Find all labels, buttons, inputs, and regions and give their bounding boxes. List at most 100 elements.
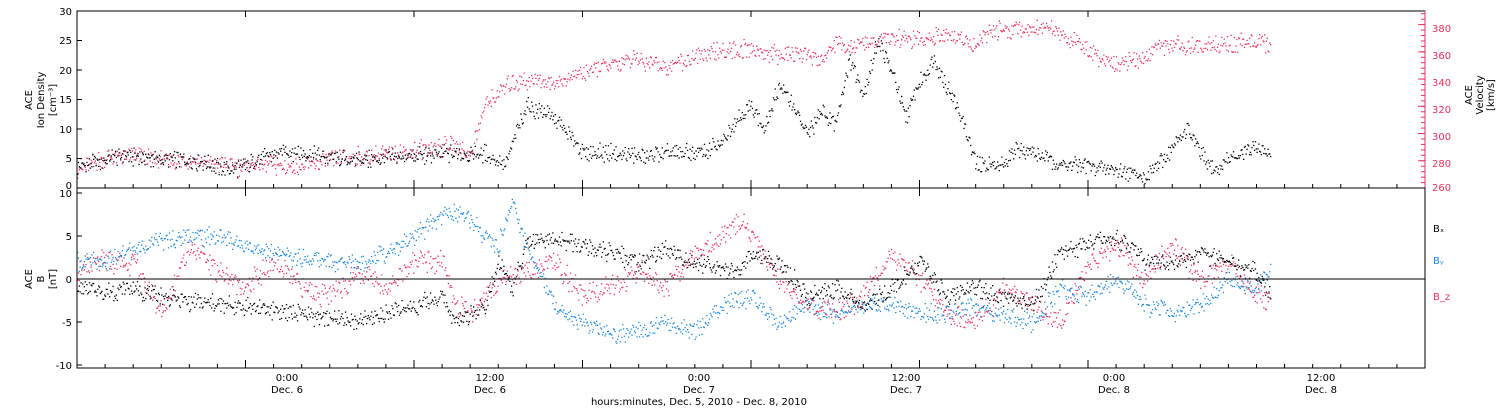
- data-point: [182, 257, 184, 259]
- data-point: [681, 272, 683, 274]
- data-point: [950, 39, 952, 42]
- data-point: [146, 163, 149, 165]
- data-point: [1181, 42, 1183, 44]
- data-point: [868, 81, 870, 83]
- data-point: [261, 273, 263, 275]
- data-point: [97, 159, 99, 161]
- data-point: [125, 155, 127, 157]
- data-point: [740, 227, 742, 229]
- data-point: [550, 291, 552, 293]
- data-point: [985, 170, 987, 172]
- data-point: [467, 160, 470, 162]
- data-point: [258, 282, 260, 285]
- data-point: [306, 289, 308, 292]
- data-point: [803, 50, 805, 52]
- data-point: [1018, 24, 1020, 26]
- data-point: [437, 144, 439, 146]
- data-point: [1137, 67, 1139, 69]
- data-point: [617, 338, 619, 341]
- data-point: [1223, 38, 1225, 40]
- data-point: [1267, 301, 1269, 303]
- data-point: [531, 77, 534, 80]
- data-point: [699, 248, 701, 250]
- data-point: [726, 227, 728, 229]
- data-point: [491, 89, 493, 91]
- data-point: [554, 268, 556, 271]
- data-point: [628, 153, 631, 155]
- data-point: [349, 280, 351, 282]
- data-point: [740, 45, 743, 47]
- data-point: [1221, 270, 1223, 272]
- data-point: [783, 57, 785, 59]
- data-point: [840, 104, 842, 106]
- data-point: [608, 63, 610, 66]
- data-point: [989, 309, 991, 311]
- data-point: [943, 75, 946, 77]
- data-point: [688, 258, 690, 260]
- data-point: [678, 157, 680, 159]
- data-point: [524, 232, 526, 234]
- top-right-tick-label: 300: [1432, 132, 1451, 143]
- data-point: [743, 38, 745, 41]
- data-point: [424, 149, 426, 151]
- data-point: [483, 238, 486, 240]
- data-point: [91, 161, 93, 163]
- data-point: [417, 228, 419, 230]
- data-point: [1068, 302, 1070, 304]
- data-point: [99, 168, 101, 171]
- data-point: [612, 59, 614, 61]
- data-point: [736, 231, 738, 233]
- data-point: [259, 158, 262, 161]
- data-point: [227, 283, 230, 285]
- data-point: [1045, 22, 1048, 25]
- data-point: [145, 153, 147, 155]
- data-point: [672, 147, 674, 149]
- data-point: [456, 208, 458, 210]
- data-point: [399, 151, 401, 153]
- data-point: [107, 255, 109, 257]
- data-point: [120, 256, 123, 258]
- data-point: [684, 152, 686, 155]
- data-point: [609, 332, 611, 334]
- data-point: [169, 239, 171, 241]
- data-point: [1129, 55, 1131, 57]
- data-point: [945, 28, 947, 31]
- data-point: [433, 258, 435, 260]
- data-point: [523, 272, 525, 274]
- data-point: [232, 172, 235, 174]
- data-point: [507, 158, 509, 161]
- data-point: [542, 270, 544, 272]
- data-point: [290, 166, 292, 168]
- data-point: [777, 63, 779, 66]
- data-point: [816, 116, 818, 119]
- data-point: [400, 246, 402, 248]
- data-point: [602, 58, 604, 61]
- data-point: [1147, 60, 1149, 62]
- data-point: [1227, 268, 1229, 270]
- data-point: [757, 246, 759, 248]
- data-point: [687, 54, 690, 57]
- data-point: [903, 259, 905, 262]
- data-point: [1184, 137, 1187, 140]
- data-point: [88, 258, 91, 260]
- data-point: [908, 116, 910, 118]
- data-point: [491, 287, 493, 289]
- data-point: [424, 254, 426, 256]
- data-point: [933, 299, 935, 301]
- data-point: [930, 37, 932, 39]
- data-point: [989, 29, 991, 31]
- top-right-ylabel-line2: Velocity: [1475, 75, 1486, 114]
- data-point: [1266, 37, 1268, 39]
- data-point: [515, 267, 517, 269]
- data-point: [224, 279, 226, 281]
- data-point: [245, 286, 247, 288]
- data-point: [282, 276, 284, 278]
- data-point: [661, 290, 663, 292]
- data-point: [1139, 57, 1141, 60]
- data-point: [453, 155, 455, 157]
- data-point: [1093, 165, 1096, 167]
- data-point: [1155, 44, 1157, 46]
- data-point: [494, 159, 496, 161]
- data-point: [1207, 41, 1209, 43]
- data-point: [419, 250, 422, 252]
